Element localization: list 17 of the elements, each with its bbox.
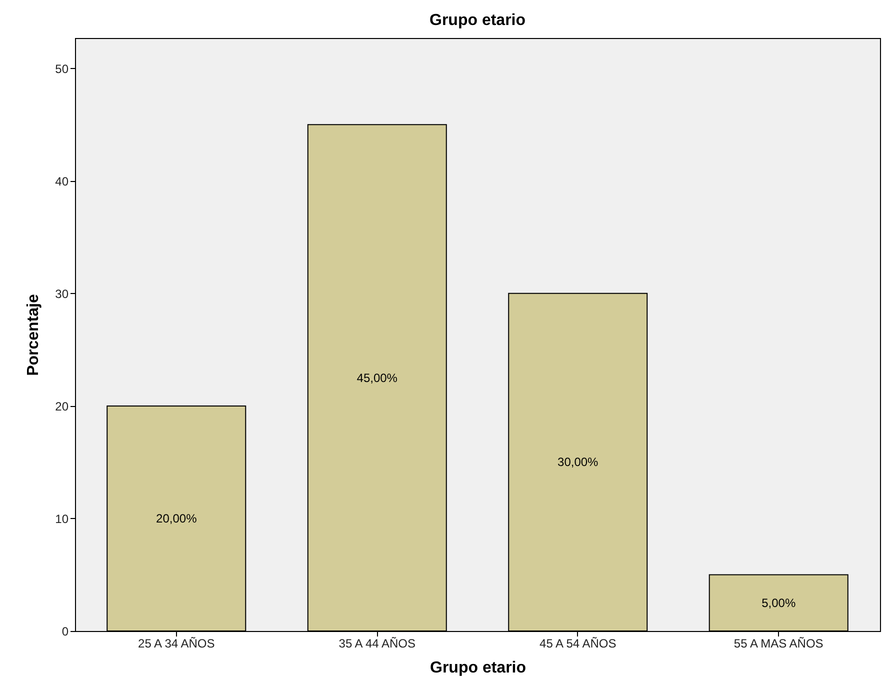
y-tick-label: 30 [55, 286, 69, 301]
x-axis-title: Grupo etario [430, 660, 526, 676]
y-tick-label: 20 [55, 399, 69, 414]
y-tick-label: 50 [55, 62, 69, 76]
data-label: 20,00% [156, 511, 198, 526]
chart-title: Grupo etario [429, 12, 526, 29]
x-tick-label: 25 A 34 AÑOS [138, 636, 215, 650]
y-tick-label: 0 [62, 624, 69, 638]
x-tick-label: 55 A MAS AÑOS [734, 636, 824, 650]
x-tick-label: 35 A 44 AÑOS [338, 636, 416, 650]
y-axis-title: Porcentaje [25, 294, 42, 376]
data-label: 45,00% [356, 370, 398, 385]
data-label: 5,00% [762, 596, 796, 610]
data-label: 30,00% [558, 455, 599, 470]
y-tick-label: 40 [55, 174, 69, 188]
x-tick-label: 45 A 54 AÑOS [540, 636, 616, 650]
y-tick-label: 10 [55, 512, 69, 526]
